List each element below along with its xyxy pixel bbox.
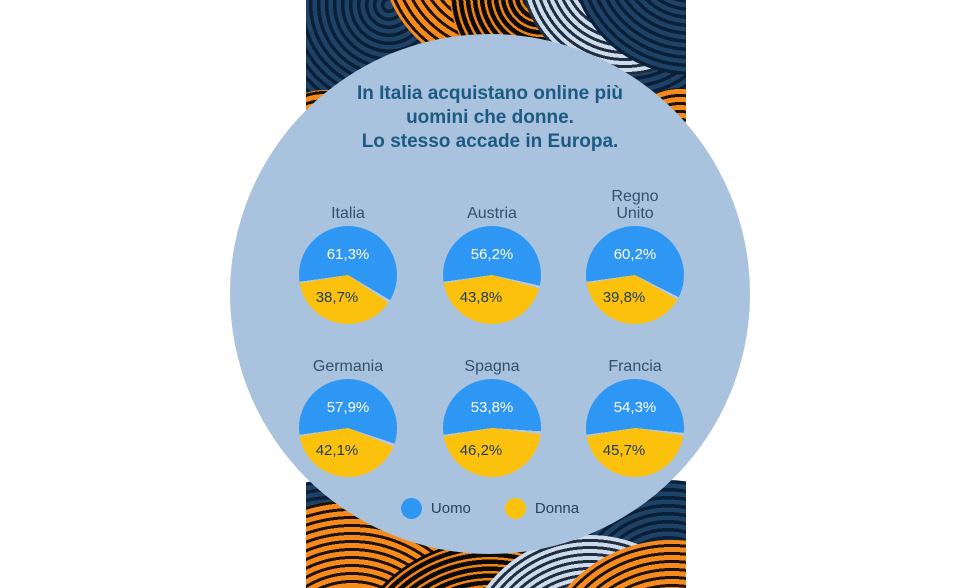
pie-value-uomo: 54,3% <box>613 399 657 416</box>
pie-chart: 53,8% 46,2% <box>443 379 541 477</box>
country-card-spagna: Spagna 53,8% 46,2% <box>420 327 564 477</box>
pie-value-donna: 46,2% <box>459 442 503 459</box>
pie-chart: 56,2% 43,8% <box>443 226 541 324</box>
pie-value-donna: 39,8% <box>602 289 646 306</box>
country-label: Italia <box>331 204 365 222</box>
legend-label: Donna <box>534 500 580 517</box>
country-label: Austria <box>467 204 517 222</box>
country-label: Regno Unito <box>611 187 659 222</box>
legend: Uomo Donna <box>230 498 750 519</box>
country-card-austria: Austria 56,2% 43,8% <box>420 174 564 324</box>
pie-value-uomo: 53,8% <box>470 399 514 416</box>
legend-label: Uomo <box>430 500 471 517</box>
pie-value-donna: 42,1% <box>315 442 359 459</box>
country-card-regno-unito: Regno Unito 60,2% 39,8% <box>563 174 707 324</box>
country-card-germania: Germania 57,9% 42,1% <box>276 327 420 477</box>
pie-value-uomo: 56,2% <box>470 246 514 263</box>
pie-value-uomo: 60,2% <box>613 246 657 263</box>
pie-value-uomo: 61,3% <box>326 246 370 263</box>
pie-value-uomo: 57,9% <box>326 399 370 416</box>
pie-value-donna: 43,8% <box>459 289 503 306</box>
pie-value-donna: 38,7% <box>315 289 359 306</box>
pie-chart: 57,9% 42,1% <box>299 379 397 477</box>
legend-dot-icon <box>504 498 526 519</box>
country-card-italia: Italia 61,3% 38,7% <box>276 174 420 324</box>
pie-chart: 61,3% 38,7% <box>299 226 397 324</box>
pie-value-donna: 45,7% <box>602 442 646 459</box>
pie-chart: 60,2% 39,8% <box>586 226 684 324</box>
pie-chart: 54,3% 45,7% <box>586 379 684 477</box>
legend-dot-icon <box>400 498 422 519</box>
country-label: Spagna <box>464 357 520 375</box>
legend-item-donna: Donna <box>504 498 580 519</box>
country-card-francia: Francia 54,3% 45,7% <box>563 327 707 477</box>
chart-title: In Italia acquistano online più uomini c… <box>356 83 624 152</box>
country-label: Francia <box>608 357 662 375</box>
legend-item-uomo: Uomo <box>400 498 471 519</box>
country-label: Germania <box>312 357 384 375</box>
